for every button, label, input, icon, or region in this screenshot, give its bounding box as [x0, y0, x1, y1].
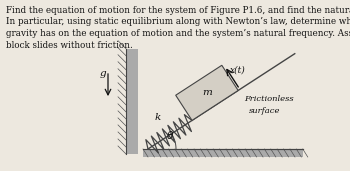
- Bar: [143, 149, 303, 157]
- Text: surface: surface: [249, 107, 280, 115]
- Text: block slides without friction.: block slides without friction.: [6, 41, 133, 49]
- Polygon shape: [176, 65, 238, 120]
- Text: Find the equation of motion for the system of Figure P1.6, and find the natural : Find the equation of motion for the syst…: [6, 6, 350, 15]
- Text: $\theta$: $\theta$: [166, 129, 174, 141]
- Bar: [126, 49, 138, 154]
- Text: In particular, using static equilibrium along with Newton’s law, determine what : In particular, using static equilibrium …: [6, 17, 350, 27]
- Text: Frictionless: Frictionless: [244, 95, 294, 103]
- Text: gravity has on the equation of motion and the system’s natural frequency. Assume: gravity has on the equation of motion an…: [6, 29, 350, 38]
- Text: g: g: [99, 69, 106, 78]
- Text: x(t): x(t): [230, 66, 246, 75]
- Text: k: k: [155, 113, 161, 122]
- Text: m: m: [202, 88, 212, 97]
